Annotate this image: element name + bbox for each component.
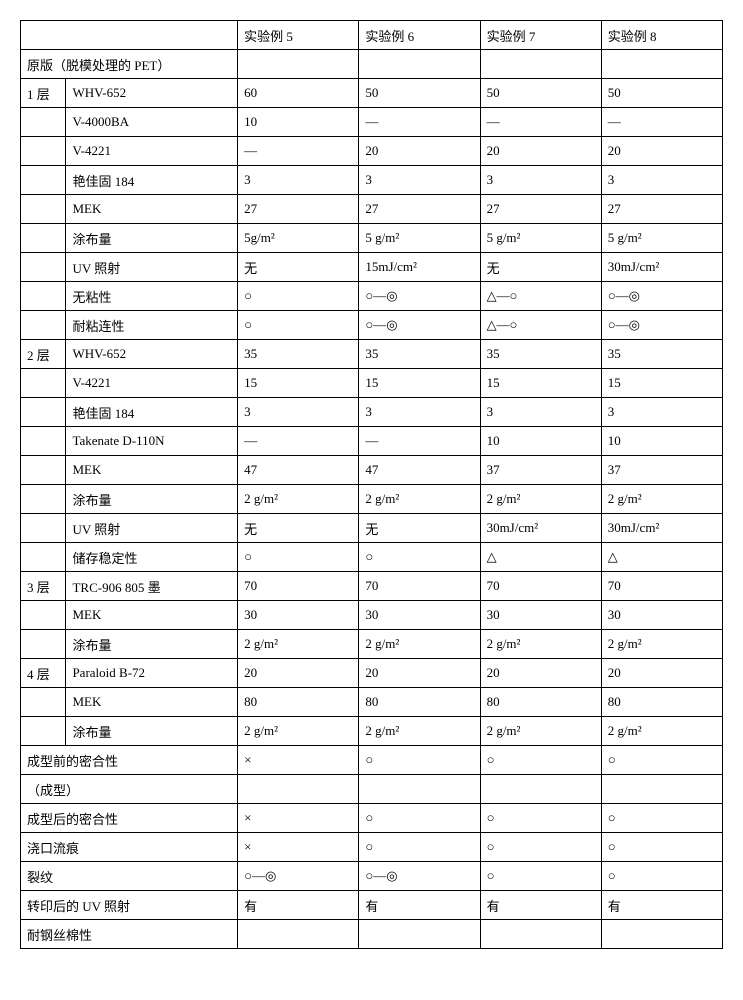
l2-irg184: 艳佳固 184 3333	[21, 398, 723, 427]
rowlabel: 涂布量	[66, 485, 238, 514]
layer1-label: 1 层	[21, 79, 66, 108]
adhesion-after-label: 成型后的密合性	[21, 804, 238, 833]
rowlabel: 艳佳固 184	[66, 398, 238, 427]
l1-mek: MEK 27272727	[21, 195, 723, 224]
l2-whv652: 2 层 WHV-652 35353535	[21, 340, 723, 369]
original-row: 原版（脱模处理的 PET）	[21, 50, 723, 79]
l1-whv652: 1 层 WHV-652 60505050	[21, 79, 723, 108]
adhesion-after-row: 成型后的密合性 ×○○○	[21, 804, 723, 833]
rowlabel: MEK	[66, 688, 238, 717]
l1-tackfree: 无粘性 ○○—◎△—○○—◎	[21, 282, 723, 311]
rowlabel: 艳佳固 184	[66, 166, 238, 195]
gate-mark-row: 浇口流痕 ×○○○	[21, 833, 723, 862]
rowlabel: V-4221	[66, 369, 238, 398]
header-row: 实验例 5 实验例 6 实验例 7 实验例 8	[21, 21, 723, 50]
molding-row: （成型）	[21, 775, 723, 804]
l2-uv: UV 照射 无无30mJ/cm²30mJ/cm²	[21, 514, 723, 543]
experiment-table: 实验例 5 实验例 6 实验例 7 实验例 8 原版（脱模处理的 PET） 1 …	[20, 20, 723, 949]
l2-mek: MEK 47473737	[21, 456, 723, 485]
crack-label: 裂纹	[21, 862, 238, 891]
rowlabel: 耐粘连性	[66, 311, 238, 340]
rowlabel: 涂布量	[66, 630, 238, 659]
rowlabel: MEK	[66, 601, 238, 630]
original-label: 原版（脱模处理的 PET）	[21, 50, 238, 79]
rowlabel: 涂布量	[66, 717, 238, 746]
uv-after-label: 转印后的 UV 照射	[21, 891, 238, 920]
l1-uv: UV 照射 无15mJ/cm²无30mJ/cm²	[21, 253, 723, 282]
l1-v4000ba: V-4000BA 10———	[21, 108, 723, 137]
rowlabel: 涂布量	[66, 224, 238, 253]
rowlabel: MEK	[66, 195, 238, 224]
l1-blocking: 耐粘连性 ○○—◎△—○○—◎	[21, 311, 723, 340]
l1-irg184: 艳佳固 184 3333	[21, 166, 723, 195]
l2-storage: 储存稳定性 ○○△△	[21, 543, 723, 572]
rowlabel: 储存稳定性	[66, 543, 238, 572]
gate-mark-label: 浇口流痕	[21, 833, 238, 862]
col-header-6: 实验例 6	[359, 21, 480, 50]
rowlabel: WHV-652	[66, 79, 238, 108]
l3-trc: 3 层 TRC-906 805 墨 70707070	[21, 572, 723, 601]
rowlabel: V-4000BA	[66, 108, 238, 137]
l2-coat: 涂布量 2 g/m²2 g/m²2 g/m²2 g/m²	[21, 485, 723, 514]
l1-v4221: V-4221 —202020	[21, 137, 723, 166]
l1-coat: 涂布量 5g/m²5 g/m²5 g/m²5 g/m²	[21, 224, 723, 253]
col-header-7: 实验例 7	[480, 21, 601, 50]
header-blank	[21, 21, 238, 50]
l2-v4221: V-4221 15151515	[21, 369, 723, 398]
layer3-label: 3 层	[21, 572, 66, 601]
crack-row: 裂纹 ○—◎○—◎○○	[21, 862, 723, 891]
molding-label: （成型）	[21, 775, 238, 804]
rowlabel: V-4221	[66, 137, 238, 166]
rowlabel: UV 照射	[66, 253, 238, 282]
l2-takenate: Takenate D-110N ——1010	[21, 427, 723, 456]
rowlabel: Takenate D-110N	[66, 427, 238, 456]
steel-wool-label: 耐钢丝棉性	[21, 920, 238, 949]
layer2-label: 2 层	[21, 340, 66, 369]
l3-coat: 涂布量 2 g/m²2 g/m²2 g/m²2 g/m²	[21, 630, 723, 659]
adhesion-before-row: 成型前的密合性 ×○○○	[21, 746, 723, 775]
rowlabel: Paraloid B-72	[66, 659, 238, 688]
adhesion-before-label: 成型前的密合性	[21, 746, 238, 775]
rowlabel: 无粘性	[66, 282, 238, 311]
l4-mek: MEK 80808080	[21, 688, 723, 717]
col-header-5: 实验例 5	[238, 21, 359, 50]
l4-coat: 涂布量 2 g/m²2 g/m²2 g/m²2 g/m²	[21, 717, 723, 746]
steel-wool-row: 耐钢丝棉性	[21, 920, 723, 949]
col-header-8: 实验例 8	[601, 21, 722, 50]
rowlabel: TRC-906 805 墨	[66, 572, 238, 601]
layer4-label: 4 层	[21, 659, 66, 688]
rowlabel: WHV-652	[66, 340, 238, 369]
l3-mek: MEK 30303030	[21, 601, 723, 630]
l4-paraloid: 4 层 Paraloid B-72 20202020	[21, 659, 723, 688]
rowlabel: UV 照射	[66, 514, 238, 543]
rowlabel: MEK	[66, 456, 238, 485]
uv-after-row: 转印后的 UV 照射 有有有有	[21, 891, 723, 920]
